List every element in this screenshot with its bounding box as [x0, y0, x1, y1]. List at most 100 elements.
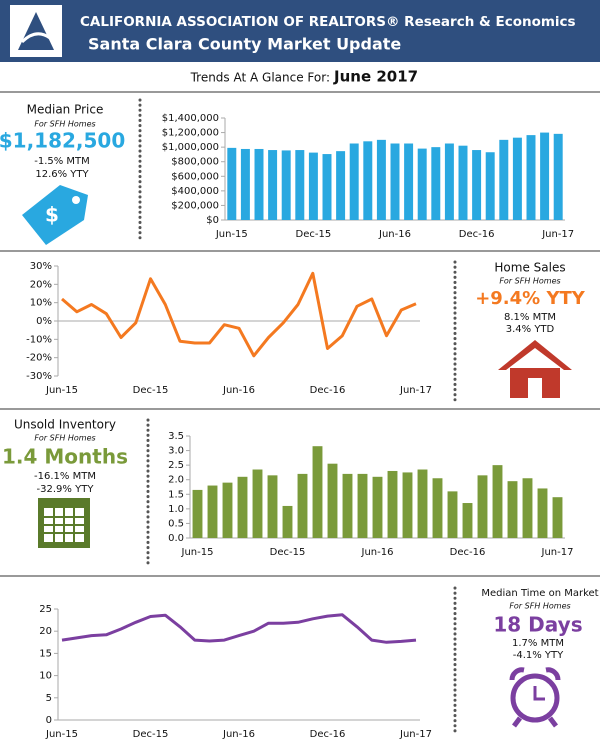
bar	[312, 446, 323, 538]
panel-note: For SFH Homes	[499, 277, 560, 286]
bar	[268, 150, 278, 220]
bar	[499, 139, 509, 220]
y-tick-label: 2.0	[168, 475, 184, 486]
bar	[492, 465, 503, 538]
bar	[404, 143, 414, 220]
x-tick-label: Jun-15	[45, 729, 78, 740]
y-tick-label: $400,000	[171, 186, 219, 197]
house-icon	[498, 340, 572, 398]
bar	[240, 148, 250, 220]
bar	[432, 478, 443, 538]
bar	[417, 148, 427, 220]
trend-date: June 2017	[333, 68, 418, 86]
panel-line: -16.1% MTM	[34, 471, 96, 482]
price-tag-icon: $	[22, 185, 88, 245]
bar	[485, 152, 495, 220]
bar	[227, 147, 237, 220]
panel-line: 3.4% YTD	[506, 324, 555, 335]
y-tick-label: 2.5	[168, 460, 184, 471]
x-tick-label: Jun-17	[399, 729, 432, 740]
bar	[349, 143, 359, 220]
bar	[522, 478, 533, 538]
bar	[327, 463, 338, 538]
svg-text:$: $	[45, 203, 59, 227]
bar	[417, 469, 428, 538]
y-tick-label: 1.0	[168, 504, 184, 515]
y-tick-label: 0%	[36, 316, 52, 327]
bar	[387, 470, 398, 538]
x-tick-label: Dec-15	[133, 385, 169, 396]
y-tick-label: 5	[46, 693, 52, 704]
panel-value: 1.4 Months	[2, 445, 128, 469]
y-tick-label: -10%	[26, 334, 52, 345]
bar	[376, 139, 386, 220]
bar	[431, 147, 441, 220]
bar	[192, 489, 203, 538]
bar	[357, 473, 368, 538]
bar	[512, 137, 522, 220]
bar	[552, 497, 563, 538]
bar	[308, 152, 318, 220]
x-tick-label: Dec-16	[310, 729, 346, 740]
y-tick-label: $200,000	[171, 200, 219, 211]
y-tick-label: 20	[39, 626, 52, 637]
x-tick-label: Jun-16	[222, 385, 255, 396]
y-tick-label: $800,000	[171, 157, 219, 168]
bar	[472, 150, 482, 220]
y-tick-label: -30%	[26, 371, 52, 382]
panel-line: 1.7% MTM	[512, 638, 564, 649]
bar	[526, 135, 536, 220]
panel-value: $1,182,500	[0, 129, 125, 153]
x-tick-label: Dec-15	[270, 547, 306, 558]
x-tick-label: Jun-17	[541, 547, 574, 558]
bar	[390, 143, 400, 220]
panel-line: -1.5% MTM	[34, 156, 90, 167]
bar	[282, 505, 293, 538]
bar	[507, 481, 518, 538]
panel-value: 18 Days	[493, 613, 582, 637]
y-tick-label: -20%	[26, 353, 52, 364]
y-tick-label: 3.5	[168, 431, 184, 442]
panel-note: For SFH Homes	[34, 434, 95, 443]
panel-title: Median Price	[27, 103, 104, 117]
bar	[477, 475, 488, 538]
bar	[342, 473, 353, 538]
bar	[462, 503, 473, 538]
bar	[336, 151, 346, 220]
y-tick-label: 0.5	[168, 518, 184, 529]
bar	[252, 469, 263, 538]
y-tick-label: 30%	[30, 261, 52, 272]
header-title: CALIFORNIA ASSOCIATION OF REALTORS® Rese…	[80, 14, 576, 30]
bar	[295, 150, 305, 220]
bar	[444, 143, 454, 220]
panel-title: Unsold Inventory	[14, 418, 116, 432]
bar	[372, 476, 383, 538]
trend-label: Trends At A Glance For:	[190, 71, 330, 85]
x-tick-label: Jun-15	[45, 385, 78, 396]
line	[61, 613, 417, 644]
logo-mark	[18, 12, 54, 50]
panel-note: For SFH Homes	[34, 120, 95, 129]
panel-note: For SFH Homes	[509, 602, 570, 611]
bar	[297, 473, 308, 538]
panel-line: 8.1% MTM	[504, 312, 556, 323]
panel-line: -4.1% YTY	[513, 650, 564, 661]
bar	[537, 488, 548, 538]
x-tick-label: Dec-15	[296, 229, 332, 240]
header-band	[0, 0, 600, 62]
y-tick-label: 0.0	[168, 533, 184, 544]
bar	[237, 476, 248, 538]
x-tick-label: Dec-16	[310, 385, 346, 396]
x-tick-label: Jun-16	[361, 547, 394, 558]
x-tick-label: Jun-16	[378, 229, 411, 240]
clock-icon	[509, 667, 561, 728]
bar	[447, 491, 458, 538]
bar	[322, 154, 332, 220]
y-tick-label: 25	[39, 604, 52, 615]
y-tick-label: 1.5	[168, 489, 184, 500]
bar	[267, 475, 278, 538]
x-tick-label: Jun-15	[215, 229, 248, 240]
y-tick-label: 0	[46, 715, 52, 726]
x-tick-label: Jun-15	[181, 547, 214, 558]
